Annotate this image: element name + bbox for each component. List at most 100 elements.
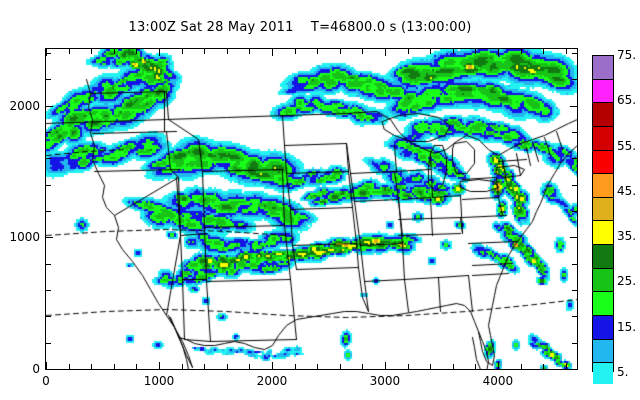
y-tick-right	[572, 131, 577, 133]
colorbar-tick-label: 15.	[617, 319, 637, 334]
colorbar-band-55	[593, 150, 613, 175]
x-tick	[452, 364, 454, 369]
colorbar-band-25	[593, 292, 613, 317]
x-tick	[271, 362, 273, 369]
colorbar-tick-label: 45.	[617, 183, 637, 198]
y-tick	[46, 263, 51, 265]
colorbar-tick-label: 65.	[617, 93, 637, 108]
x-tick-top	[181, 49, 183, 54]
y-tick-right	[570, 105, 577, 107]
y-tick	[46, 289, 51, 291]
x-tick	[317, 364, 319, 369]
x-tick-top	[543, 49, 545, 54]
x-tick-top	[271, 49, 273, 56]
colorbar	[592, 55, 614, 384]
x-tick-label: 0	[42, 374, 50, 388]
x-tick	[430, 364, 432, 369]
y-tick-right	[572, 79, 577, 81]
x-tick-top	[91, 49, 93, 54]
x-tick-top	[452, 49, 454, 54]
x-tick-top	[249, 49, 251, 54]
y-tick-right	[572, 158, 577, 160]
colorbar-band-75	[593, 56, 613, 80]
y-tick-right	[570, 237, 577, 239]
x-tick-top	[68, 49, 70, 54]
colorbar-band-50	[593, 174, 613, 198]
y-tick-right	[572, 316, 577, 318]
x-tick-top	[46, 49, 47, 56]
colorbar-band-40	[593, 221, 613, 246]
x-tick-top	[407, 49, 409, 54]
plot-area	[45, 48, 578, 370]
y-tick-right	[570, 369, 577, 370]
x-tick-top	[565, 49, 567, 54]
x-tick	[113, 364, 115, 369]
x-tick-top	[113, 49, 115, 54]
x-tick-label: 1000	[143, 374, 175, 388]
x-tick	[249, 364, 251, 369]
x-tick-top	[204, 49, 206, 54]
x-tick	[565, 364, 567, 369]
colorbar-band-60	[593, 126, 613, 151]
x-tick	[68, 364, 70, 369]
x-tick-top	[317, 49, 319, 54]
y-tick	[46, 210, 51, 212]
colorbar-band-20	[593, 316, 613, 340]
x-tick	[339, 364, 341, 369]
colorbar-tick-label: 75.	[617, 48, 637, 62]
x-tick-top	[339, 49, 341, 54]
y-tick	[46, 131, 51, 133]
y-tick	[46, 237, 53, 239]
reflectivity-map-canvas	[46, 49, 577, 369]
y-tick	[46, 158, 51, 160]
y-tick-right	[572, 184, 577, 186]
colorbar-band-45	[593, 197, 613, 222]
x-tick-label: 2000	[256, 374, 288, 388]
y-tick-right	[572, 210, 577, 212]
x-tick-top	[497, 49, 499, 56]
y-tick-label: 0	[32, 362, 40, 376]
x-tick	[543, 364, 545, 369]
x-tick-top	[520, 49, 522, 54]
y-tick	[46, 105, 53, 107]
x-tick-top	[430, 49, 432, 54]
x-tick-top	[136, 49, 138, 54]
x-tick	[362, 364, 364, 369]
x-tick	[204, 364, 206, 369]
x-tick	[91, 364, 93, 369]
x-tick	[181, 364, 183, 369]
x-tick-top	[384, 49, 386, 56]
y-tick	[46, 369, 53, 370]
x-tick-top	[475, 49, 477, 54]
x-tick	[46, 362, 47, 369]
y-tick-label: 1000	[9, 230, 40, 245]
x-tick	[294, 364, 296, 369]
x-tick	[407, 364, 409, 369]
colorbar-tick-label: 5.	[617, 365, 629, 379]
x-tick-top	[226, 49, 228, 54]
figure-title: 13:00Z Sat 28 May 2011 T=46800.0 s (13:0…	[128, 20, 472, 35]
y-tick-label: 2000	[9, 98, 40, 113]
y-tick	[46, 52, 51, 54]
colorbar-band-10	[593, 363, 613, 384]
x-tick-top	[362, 49, 364, 54]
x-tick	[226, 364, 228, 369]
y-tick	[46, 184, 51, 186]
x-tick-top	[158, 49, 160, 56]
colorbar-band-70	[593, 79, 613, 104]
colorbar-band-35	[593, 245, 613, 269]
y-tick-right	[572, 289, 577, 291]
y-tick-right	[572, 263, 577, 265]
y-tick-right	[572, 52, 577, 54]
colorbar-band-15	[593, 339, 613, 364]
colorbar-band-30	[593, 268, 613, 293]
colorbar-band-65	[593, 103, 613, 127]
y-tick	[46, 79, 51, 81]
x-tick	[384, 362, 386, 369]
colorbar-tick-label: 25.	[617, 274, 637, 289]
x-tick	[158, 362, 160, 369]
y-tick	[46, 342, 51, 344]
x-tick-label: 3000	[369, 374, 401, 388]
y-tick	[46, 316, 51, 318]
